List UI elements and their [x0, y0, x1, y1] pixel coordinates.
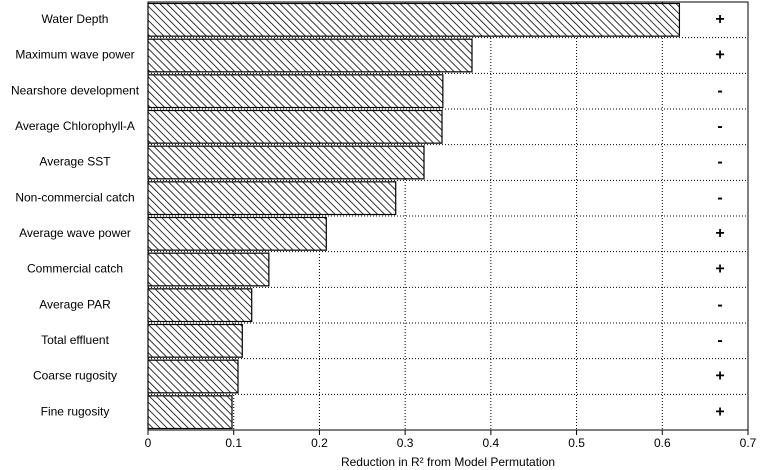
bar	[147, 145, 425, 180]
bar	[147, 395, 233, 430]
effect-sign: -	[717, 296, 722, 313]
x-tick-label: 0.1	[225, 436, 242, 450]
x-tick-label: 0.4	[483, 436, 500, 450]
y-tick-label: Commercial catch	[27, 262, 123, 276]
x-tick-label: 0	[145, 436, 152, 450]
effect-sign: -	[717, 118, 722, 135]
y-tick-label: Water Depth	[42, 12, 109, 26]
effect-sign: -	[717, 154, 722, 171]
x-tick-label: 0.7	[740, 436, 757, 450]
effect-sign: -	[717, 189, 722, 206]
y-tick-label: Total effluent	[41, 333, 109, 347]
effect-sign: +	[715, 47, 724, 64]
y-tick-label: Average SST	[39, 155, 111, 169]
y-tick-label: Maximum wave power	[15, 48, 134, 62]
bar	[147, 288, 253, 323]
bar	[147, 181, 397, 216]
y-tick-label: Average Chlorophyll-A	[15, 119, 135, 133]
plot-frame	[147, 1, 749, 431]
bar	[147, 109, 443, 144]
x-tick-label: 0.3	[397, 436, 414, 450]
effect-sign: -	[717, 82, 722, 99]
bar	[147, 2, 681, 37]
effect-sign: +	[715, 368, 724, 385]
bar	[147, 359, 239, 394]
y-tick-label: Coarse rugosity	[33, 369, 117, 383]
effect-sign: +	[715, 261, 724, 278]
effect-sign: +	[715, 11, 724, 28]
effect-sign: +	[715, 225, 724, 242]
bar	[147, 38, 473, 73]
bar	[147, 252, 270, 287]
effect-sign: +	[715, 403, 724, 420]
x-tick-label: 0.5	[568, 436, 585, 450]
x-axis-label: Reduction in R² from Model Permutation	[341, 455, 555, 469]
y-tick-label: Non-commercial catch	[15, 190, 134, 204]
x-tick-label: 0.6	[654, 436, 671, 450]
y-tick-label: Fine rugosity	[41, 404, 110, 418]
y-tick-label: Average wave power	[19, 226, 131, 240]
x-tick-label: 0.2	[311, 436, 328, 450]
bar	[147, 323, 243, 358]
y-tick-label: Average PAR	[39, 297, 111, 311]
y-tick-label: Nearshore development	[11, 83, 140, 97]
bar	[147, 74, 444, 109]
effect-sign: -	[717, 332, 722, 349]
bar	[147, 216, 327, 251]
